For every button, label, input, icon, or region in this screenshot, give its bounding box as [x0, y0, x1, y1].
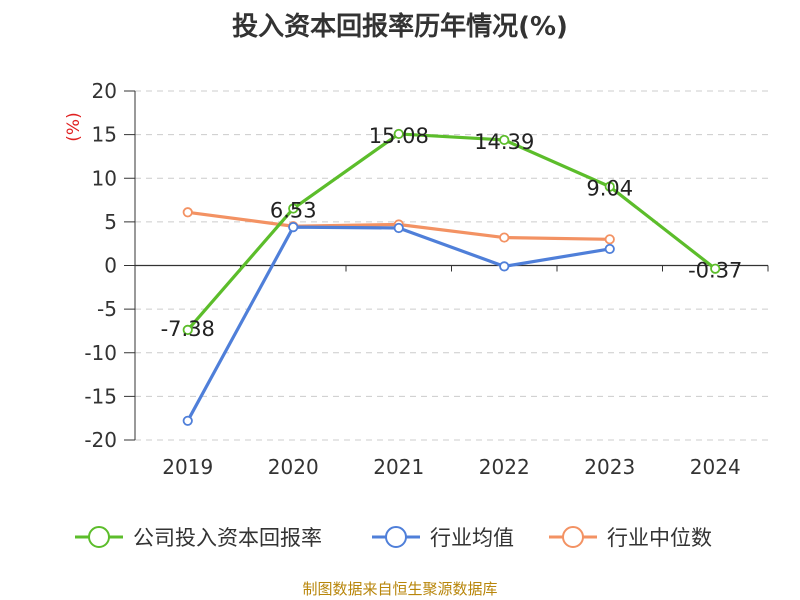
series-line	[186, 132, 717, 331]
data-point	[710, 263, 721, 274]
y-tick-labels: 20 15 10 5 0 -5 -10 -15 -20	[84, 79, 117, 452]
source-note: 制图数据来自恒生聚源数据库	[302, 580, 498, 598]
x-tick-label: 2020	[268, 455, 319, 479]
data-label: 15.08	[369, 124, 429, 148]
data-point	[182, 207, 193, 218]
data-point	[288, 203, 299, 214]
legend-label: 行业均值	[430, 526, 514, 550]
data-label: -0.37	[688, 259, 742, 283]
x-tick-label: 2024	[690, 455, 741, 479]
data-point	[499, 232, 510, 243]
legend-marker	[385, 526, 407, 548]
data-label: 6.53	[270, 199, 317, 223]
data-label: -7.38	[161, 317, 215, 341]
x-tick-label: 2021	[373, 455, 424, 479]
y-tick-label: -15	[84, 384, 117, 408]
y-tick-label: 10	[92, 166, 117, 190]
x-tick-label: 2019	[162, 455, 213, 479]
y-axis-label: (%)	[64, 112, 84, 141]
data-label: 14.39	[474, 130, 534, 154]
y-tick-label: 5	[104, 210, 117, 234]
x-tick-label: 2022	[479, 455, 530, 479]
data-point	[499, 134, 510, 146]
legend: 公司投入资本回报率 行业均值 行业中位数	[75, 526, 712, 550]
data-point	[393, 222, 404, 234]
y-tick-label: 0	[104, 254, 117, 278]
data-point	[604, 181, 615, 192]
data-point	[182, 415, 193, 426]
y-tick-label: 20	[92, 79, 117, 103]
legend-marker	[562, 526, 584, 548]
legend-marker	[88, 526, 110, 548]
legend-label: 公司投入资本回报率	[133, 526, 322, 550]
legend-label: 行业中位数	[607, 526, 712, 550]
series-group	[182, 128, 721, 426]
y-tick-label: 15	[92, 123, 117, 147]
x-tick-labels: 2019 2020 2021 2022 2023 2024	[162, 455, 740, 479]
axes	[124, 90, 769, 441]
chart-title: 投入资本回报率历年情况(%)	[232, 12, 568, 42]
data-point	[182, 324, 193, 335]
data-point	[393, 128, 404, 140]
data-point	[604, 243, 615, 255]
data-label: 9.04	[586, 177, 633, 201]
data-point	[604, 234, 615, 245]
y-tick-label: -5	[97, 297, 117, 321]
data-point	[499, 261, 510, 272]
y-tick-label: -10	[84, 341, 117, 365]
data-point	[288, 222, 299, 233]
y-tick-label: -20	[84, 428, 117, 452]
data-labels: -7.38 6.53 15.08 14.39 9.04 -0.37	[161, 124, 743, 341]
x-tick-label: 2023	[584, 455, 635, 479]
